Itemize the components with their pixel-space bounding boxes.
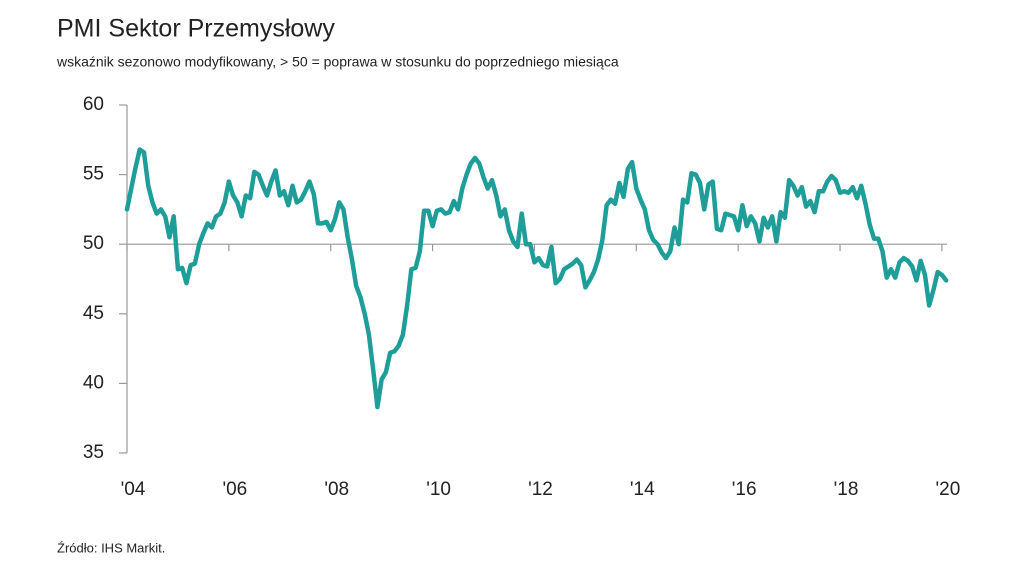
- y-tick-label: 55: [83, 164, 104, 185]
- x-tick-label: '14: [630, 479, 655, 500]
- chart-subtitle: wskaźnik sezonowo modyfikowany, > 50 = p…: [56, 54, 619, 70]
- x-tick-label: '10: [426, 479, 451, 500]
- x-tick-label: '04: [121, 479, 146, 500]
- x-tick-label: '12: [528, 479, 553, 500]
- data-line: [124, 147, 949, 410]
- y-tick-label: 60: [83, 94, 104, 115]
- x-tick-label: '06: [222, 479, 247, 500]
- y-tick-label: 45: [83, 303, 104, 324]
- y-tick-label: 50: [83, 233, 104, 254]
- x-tick-label: '20: [936, 479, 961, 500]
- y-tick-label: 35: [83, 442, 104, 463]
- x-tick-label: '08: [324, 479, 349, 500]
- chart-title: PMI Sektor Przemysłowy: [57, 15, 335, 43]
- source-note: Źródło: IHS Markit.: [57, 540, 165, 555]
- y-tick-label: 40: [83, 372, 104, 393]
- x-tick-label: '16: [732, 479, 757, 500]
- x-tick-label: '18: [834, 479, 859, 500]
